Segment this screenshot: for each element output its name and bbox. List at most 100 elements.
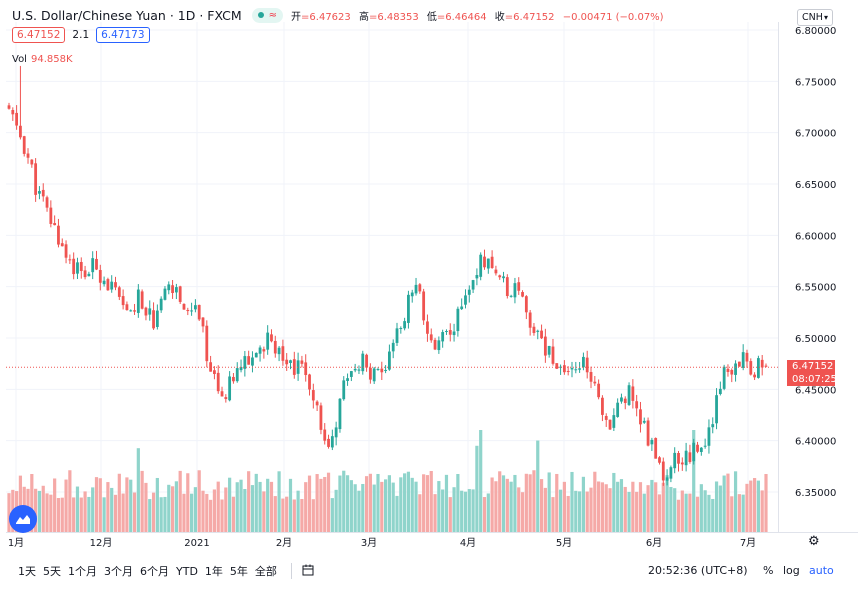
candle-body bbox=[133, 310, 136, 312]
grid-lines bbox=[6, 22, 778, 532]
candle-body bbox=[224, 397, 228, 400]
y-tick-label: 6.75000 bbox=[795, 77, 836, 88]
volume-bar bbox=[585, 491, 589, 532]
volume-bar bbox=[345, 475, 350, 532]
candle-body bbox=[608, 419, 612, 430]
y-tick-label: 6.45000 bbox=[795, 385, 836, 396]
candle-body bbox=[464, 295, 467, 305]
log-scale-button[interactable]: log bbox=[783, 564, 800, 577]
volume-bar bbox=[646, 485, 650, 532]
candle-body bbox=[388, 351, 391, 370]
volume-bar bbox=[578, 491, 582, 532]
volume-bar bbox=[277, 471, 281, 532]
range-all[interactable]: 全部 bbox=[254, 565, 277, 578]
volume-bar bbox=[555, 473, 559, 532]
range-1m[interactable]: 1个月 bbox=[68, 565, 97, 578]
wave-icon: ≈ bbox=[268, 9, 278, 21]
candle-body bbox=[300, 360, 304, 364]
volume-bar bbox=[391, 482, 395, 532]
range-6m[interactable]: 6个月 bbox=[140, 565, 169, 578]
volume-bar bbox=[167, 484, 171, 532]
calendar-range-icon[interactable] bbox=[302, 564, 314, 579]
volume-bar bbox=[657, 494, 662, 532]
candle-body bbox=[684, 450, 688, 466]
volume-bar bbox=[41, 485, 45, 532]
timezone-clock[interactable]: 20:52:36 (UTC+8) bbox=[648, 564, 748, 577]
volume-bar bbox=[600, 482, 605, 532]
volume-bar bbox=[570, 471, 574, 532]
volume-bar bbox=[737, 494, 741, 532]
candle-body bbox=[247, 356, 251, 365]
volume-bar bbox=[547, 472, 551, 532]
volume-label[interactable]: Vol bbox=[12, 54, 27, 65]
volume-bar bbox=[182, 493, 186, 532]
x-tick-label: 4月 bbox=[460, 537, 476, 549]
volume-bar bbox=[669, 486, 673, 532]
market-status[interactable]: ≈ bbox=[251, 7, 284, 23]
candlesticks bbox=[7, 65, 768, 486]
range-1y[interactable]: 1年 bbox=[204, 565, 223, 578]
volume-bar bbox=[680, 490, 684, 532]
candle-body bbox=[418, 284, 422, 292]
volume-bar bbox=[456, 473, 460, 532]
candle-body bbox=[414, 284, 418, 294]
x-tick-label: 6月 bbox=[646, 537, 662, 549]
symbol-title[interactable]: U.S. Dollar/Chinese Yuan · 1D · FXCM bbox=[12, 7, 242, 23]
range-5y[interactable]: 5年 bbox=[229, 565, 248, 578]
candle-body bbox=[121, 296, 125, 306]
candle-body bbox=[498, 275, 502, 278]
volume-bar bbox=[353, 484, 357, 532]
volume-bar bbox=[178, 470, 182, 532]
volume-bar bbox=[444, 474, 449, 532]
volume-bar bbox=[266, 478, 270, 532]
volume-bar bbox=[539, 479, 544, 532]
percent-scale-button[interactable]: % bbox=[763, 564, 774, 577]
range-5d[interactable]: 5天 bbox=[43, 565, 61, 578]
volume-bar bbox=[159, 497, 163, 532]
volume-bar bbox=[619, 479, 624, 532]
volume-bar bbox=[212, 489, 217, 532]
candle-body bbox=[308, 374, 311, 390]
volume-bar bbox=[56, 498, 61, 532]
candle-body bbox=[239, 366, 243, 371]
volume-bar bbox=[616, 481, 620, 532]
currency-selector[interactable]: CNH ▾ bbox=[797, 9, 833, 26]
volume-bar bbox=[224, 487, 228, 532]
volume-bar bbox=[638, 482, 643, 532]
candle-body bbox=[243, 356, 247, 369]
volume-bar bbox=[676, 499, 681, 532]
settings-gear-icon[interactable]: ⚙ bbox=[808, 534, 820, 549]
volume-bar bbox=[536, 440, 540, 532]
open-label: 开 bbox=[291, 11, 302, 23]
volume-bar bbox=[517, 487, 521, 532]
buy-price-button[interactable]: 6.47173 bbox=[96, 27, 150, 43]
candle-body bbox=[486, 258, 490, 269]
candle-body bbox=[722, 366, 726, 389]
candle-body bbox=[41, 189, 45, 197]
candle-body bbox=[574, 369, 578, 371]
tradingview-logo-icon[interactable] bbox=[9, 505, 37, 533]
volume-bar bbox=[49, 494, 53, 532]
volume-bar bbox=[509, 481, 513, 532]
candle-body bbox=[475, 275, 479, 279]
candle-body bbox=[753, 374, 756, 378]
candle-body bbox=[186, 309, 190, 312]
volume-bar bbox=[463, 491, 468, 532]
candle-body bbox=[304, 362, 308, 376]
volume-bar bbox=[326, 472, 331, 532]
auto-scale-button[interactable]: auto bbox=[809, 564, 834, 577]
candle-body bbox=[559, 366, 562, 368]
sell-price-button[interactable]: 6.47152 bbox=[12, 27, 66, 43]
candle-body bbox=[707, 427, 711, 446]
candle-body bbox=[11, 110, 15, 115]
volume-bar bbox=[186, 473, 190, 532]
volume-bar bbox=[98, 478, 102, 532]
volume-bar bbox=[688, 493, 692, 532]
range-1d[interactable]: 1天 bbox=[18, 565, 36, 578]
range-3m[interactable]: 3个月 bbox=[104, 565, 133, 578]
candle-body bbox=[673, 452, 677, 469]
currency-label: CNH bbox=[802, 12, 823, 23]
volume-bar bbox=[37, 490, 42, 532]
range-ytd[interactable]: YTD bbox=[176, 564, 198, 578]
